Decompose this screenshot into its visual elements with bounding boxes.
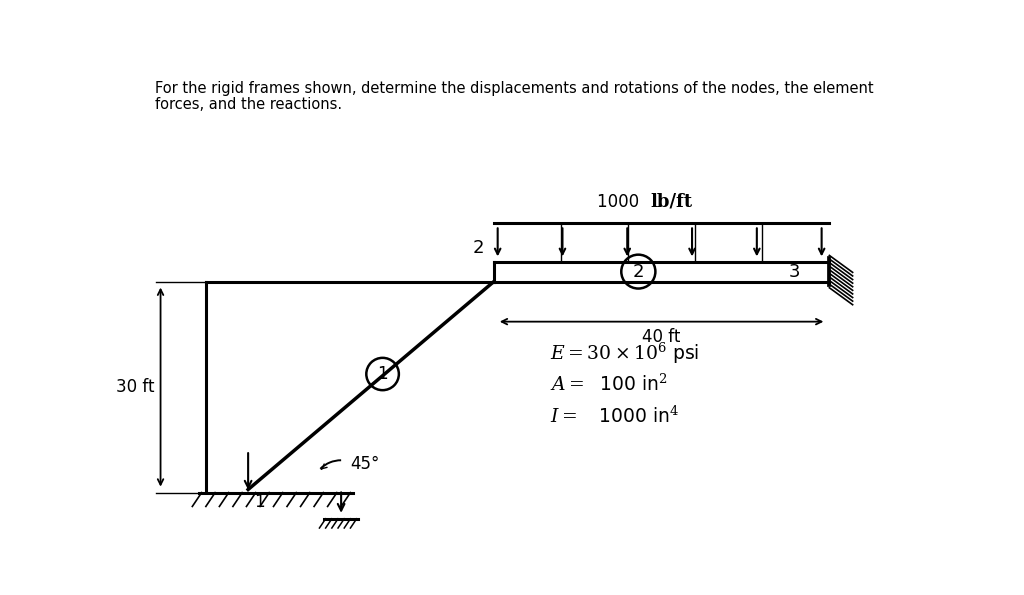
Text: $I =$   1000 in$^4$: $I =$ 1000 in$^4$ (550, 406, 679, 427)
Text: forces, and the reactions.: forces, and the reactions. (155, 97, 342, 112)
Text: For the rigid frames shown, determine the displacements and rotations of the nod: For the rigid frames shown, determine th… (155, 82, 873, 96)
Text: lb/ft: lb/ft (650, 193, 692, 211)
Text: 3: 3 (788, 262, 800, 281)
Text: $E = 30 \times 10^6$ psi: $E = 30 \times 10^6$ psi (550, 341, 699, 366)
Text: 1000: 1000 (597, 193, 650, 211)
Text: 2: 2 (633, 262, 644, 281)
Text: 40 ft: 40 ft (642, 328, 681, 346)
Text: 2: 2 (473, 239, 484, 257)
Text: 1: 1 (377, 365, 388, 383)
Text: 1: 1 (254, 493, 265, 511)
Text: 30 ft: 30 ft (116, 378, 155, 396)
Text: 45°: 45° (350, 455, 380, 472)
Text: $A =$  100 in$^2$: $A =$ 100 in$^2$ (550, 373, 669, 394)
